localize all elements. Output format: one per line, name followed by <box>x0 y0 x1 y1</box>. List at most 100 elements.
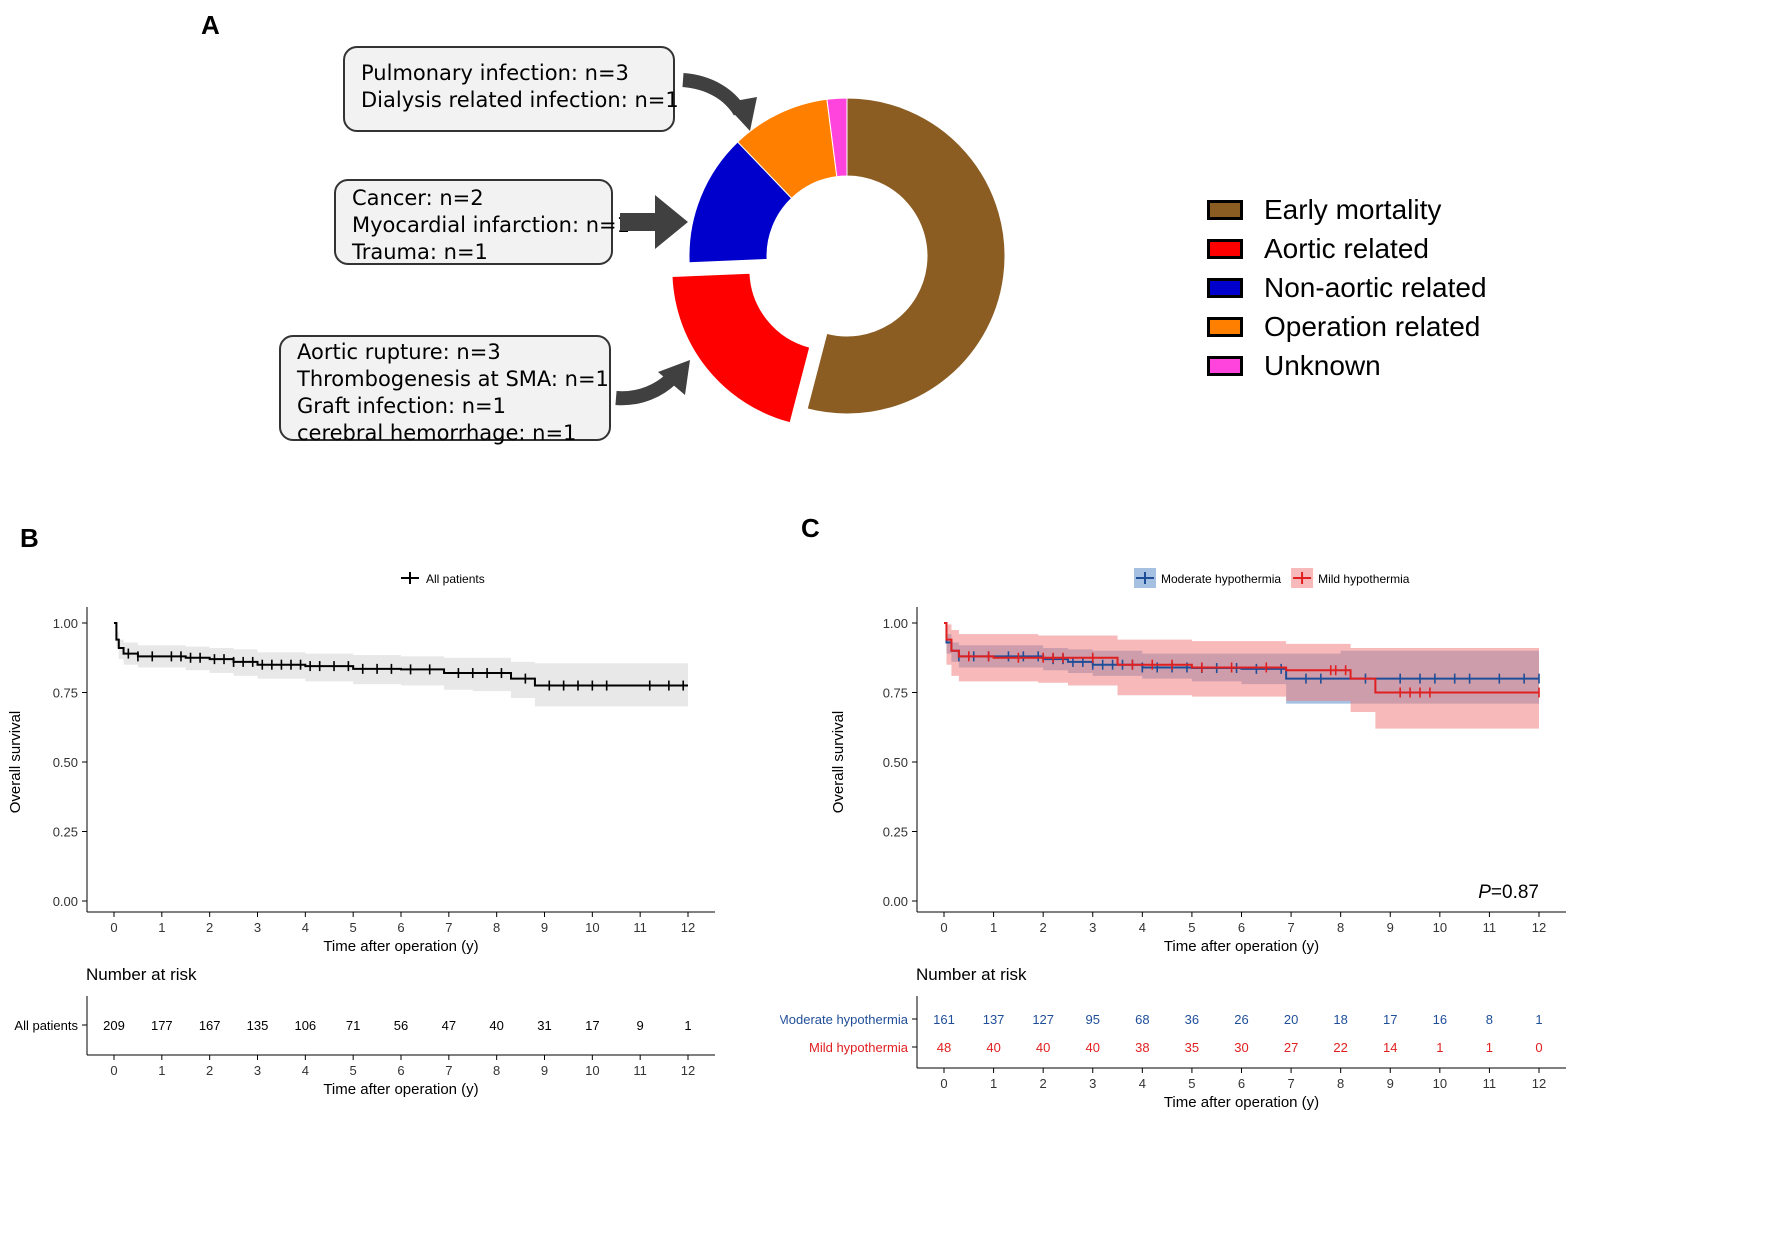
donut-legend: Early mortality Aortic related Non-aorti… <box>1207 190 1487 385</box>
risk-x-tick-label: 5 <box>350 1063 357 1078</box>
x-tick-label: 3 <box>254 920 261 935</box>
x-tick-label: 8 <box>493 920 500 935</box>
legend-label: Unknown <box>1264 349 1381 381</box>
risk-x-tick-label: 7 <box>1287 1076 1294 1091</box>
risk-count: 17 <box>585 1018 599 1033</box>
legend-item-non-aortic-related: Non-aortic related <box>1207 268 1487 307</box>
callout-line: Pulmonary infection: n=3 <box>361 61 629 85</box>
risk-count: 1 <box>1436 1040 1443 1055</box>
risk-count: 17 <box>1383 1012 1397 1027</box>
x-tick-label: 12 <box>1532 920 1546 935</box>
risk-x-tick-label: 6 <box>1238 1076 1245 1091</box>
risk-count: 137 <box>983 1012 1005 1027</box>
risk-count: 71 <box>346 1018 360 1033</box>
arrow-head-icon <box>658 360 690 395</box>
risk-count: 18 <box>1333 1012 1347 1027</box>
callout-line: Cancer: n=2 <box>352 186 484 210</box>
risk-x-tick-label: 7 <box>445 1063 452 1078</box>
risk-x-tick-label: 1 <box>158 1063 165 1078</box>
legend-label: All patients <box>426 572 485 586</box>
legend-swatch <box>1207 238 1243 259</box>
risk-row-label: Moderate hypothermia <box>780 1012 909 1027</box>
risk-count: 40 <box>986 1040 1000 1055</box>
y-axis-title: Overall survival <box>7 711 24 814</box>
legend-label: Mild hypothermia <box>1318 572 1410 586</box>
x-axis-title: Time after operation (y) <box>1164 938 1319 955</box>
y-tick-label: 1.00 <box>53 616 78 631</box>
risk-x-tick-label: 3 <box>1089 1076 1096 1091</box>
donut-slice-early-mortality <box>806 97 1006 415</box>
risk-table-title: Number at risk <box>916 965 1027 984</box>
risk-count: 38 <box>1135 1040 1149 1055</box>
risk-count: 40 <box>1086 1040 1100 1055</box>
risk-count: 40 <box>489 1018 503 1033</box>
risk-count: 30 <box>1234 1040 1248 1055</box>
legend-item-operation-related: Operation related <box>1207 307 1487 346</box>
x-tick-label: 9 <box>1387 920 1394 935</box>
risk-x-tick-label: 4 <box>1139 1076 1146 1091</box>
legend-label: Non-aortic related <box>1264 271 1487 303</box>
risk-x-axis-title: Time after operation (y) <box>323 1081 478 1098</box>
donut-slices <box>671 97 1006 424</box>
risk-count: 35 <box>1185 1040 1199 1055</box>
arrow-icon <box>620 195 688 249</box>
donut-chart <box>615 73 1006 424</box>
callout-aortic-related: Aortic rupture: n=3 Thrombogenesis at SM… <box>279 335 611 445</box>
risk-count: 161 <box>933 1012 955 1027</box>
risk-x-tick-label: 10 <box>1433 1076 1447 1091</box>
risk-count: 48 <box>937 1040 951 1055</box>
risk-count: 14 <box>1383 1040 1397 1055</box>
confidence-band <box>944 623 1539 729</box>
legend-label: Aortic related <box>1264 232 1429 264</box>
risk-x-axis-title: Time after operation (y) <box>1164 1094 1319 1111</box>
x-tick-label: 0 <box>940 920 947 935</box>
risk-x-tick-label: 3 <box>254 1063 261 1078</box>
legend-label: Operation related <box>1264 310 1481 342</box>
risk-x-tick-label: 0 <box>110 1063 117 1078</box>
risk-count: 20 <box>1284 1012 1298 1027</box>
risk-x-tick-label: 8 <box>493 1063 500 1078</box>
x-tick-label: 6 <box>397 920 404 935</box>
callout-line: cerebral hemorrhage: n=1 <box>297 421 577 445</box>
legend-swatch <box>1207 355 1243 376</box>
y-tick-label: 0.25 <box>53 825 78 840</box>
risk-x-tick-label: 0 <box>940 1076 947 1091</box>
panel-b-letter: B <box>20 523 39 553</box>
callout-line: Trauma: n=1 <box>352 240 488 264</box>
risk-x-tick-label: 9 <box>541 1063 548 1078</box>
y-tick-label: 0.25 <box>883 825 908 840</box>
arrow-head-icon <box>724 97 757 131</box>
x-tick-label: 4 <box>1139 920 1146 935</box>
risk-x-tick-label: 2 <box>206 1063 213 1078</box>
callout-line: Thrombogenesis at SMA: n=1 <box>297 367 609 391</box>
risk-x-tick-label: 11 <box>1483 1076 1497 1091</box>
panel-c-letter: C <box>801 513 820 543</box>
risk-count: 1 <box>1486 1040 1493 1055</box>
x-tick-label: 3 <box>1089 920 1096 935</box>
risk-count: 127 <box>1032 1012 1054 1027</box>
x-tick-label: 5 <box>1188 920 1195 935</box>
x-tick-label: 2 <box>1040 920 1047 935</box>
risk-count: 177 <box>151 1018 173 1033</box>
risk-count: 135 <box>247 1018 269 1033</box>
risk-count: 27 <box>1284 1040 1298 1055</box>
risk-table-title: Number at risk <box>86 965 197 984</box>
callout-line: Aortic rupture: n=3 <box>297 340 501 364</box>
risk-count: 47 <box>442 1018 456 1033</box>
x-axis-title: Time after operation (y) <box>323 938 478 955</box>
y-tick-label: 0.75 <box>53 686 78 701</box>
risk-x-tick-label: 12 <box>1532 1076 1546 1091</box>
x-tick-label: 1 <box>158 920 165 935</box>
legend-label: Early mortality <box>1264 193 1442 225</box>
risk-row-label: Mild hypothermia <box>809 1040 909 1055</box>
risk-count: 1 <box>684 1018 691 1033</box>
risk-count: 106 <box>294 1018 316 1033</box>
panel-a-letter: A <box>201 10 220 40</box>
risk-row-label: All patients <box>14 1018 78 1033</box>
x-tick-label: 5 <box>350 920 357 935</box>
p-value-text: =0.87 <box>1491 882 1539 903</box>
donut-slice-aortic-related <box>671 272 811 424</box>
callout-line: Myocardial infarction: n=1 <box>352 213 630 237</box>
callout-operation-related: Pulmonary infection: n=3 Dialysis relate… <box>343 46 679 132</box>
risk-count: 31 <box>537 1018 551 1033</box>
